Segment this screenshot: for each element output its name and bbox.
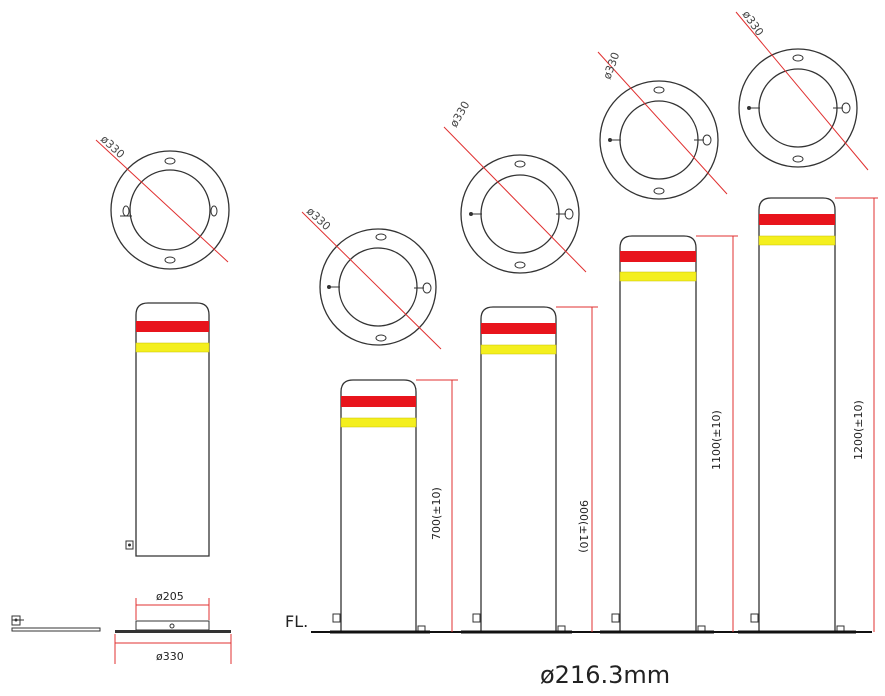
flange-top-view-detail: ø330 — [95, 133, 230, 270]
flange-top-view-1200: ø330 — [735, 8, 869, 171]
bollard-detail — [125, 302, 210, 557]
height-label: 700(±10) — [430, 487, 443, 540]
height-label: 900(±10) — [577, 500, 590, 553]
red-reflective-band — [136, 321, 209, 332]
bollard-1200: 1200(±10) — [738, 197, 878, 634]
base-diameter-label: ø330 — [156, 650, 184, 663]
yellow-reflective-band — [135, 342, 210, 353]
flange-top-view-700: ø330 — [301, 205, 442, 350]
pipe-diameter-caption: ø216.3mm — [540, 661, 670, 689]
base-plate-side-detail — [11, 615, 101, 632]
bollard-900: 900(±10) — [461, 306, 598, 634]
flange-top-view-1100: ø330 — [597, 51, 728, 200]
flange-diameter-label: ø330 — [740, 8, 767, 38]
flange-diameter-label: ø330 — [601, 51, 623, 82]
bollard-1100: 1100(±10) — [600, 235, 738, 634]
base-plate-section: ø205 ø330 — [114, 590, 232, 664]
inner-diameter-label: ø205 — [156, 590, 184, 603]
height-label: 1200(±10) — [852, 400, 865, 460]
flange-diameter-label: ø330 — [98, 133, 127, 161]
bollard-700: 700(±10) — [330, 379, 458, 634]
flange-diameter-label: ø330 — [447, 99, 472, 130]
flange-top-view-900: ø330 — [443, 99, 587, 274]
height-label: 1100(±10) — [710, 410, 723, 470]
ground-line-label: FL. — [285, 612, 308, 631]
